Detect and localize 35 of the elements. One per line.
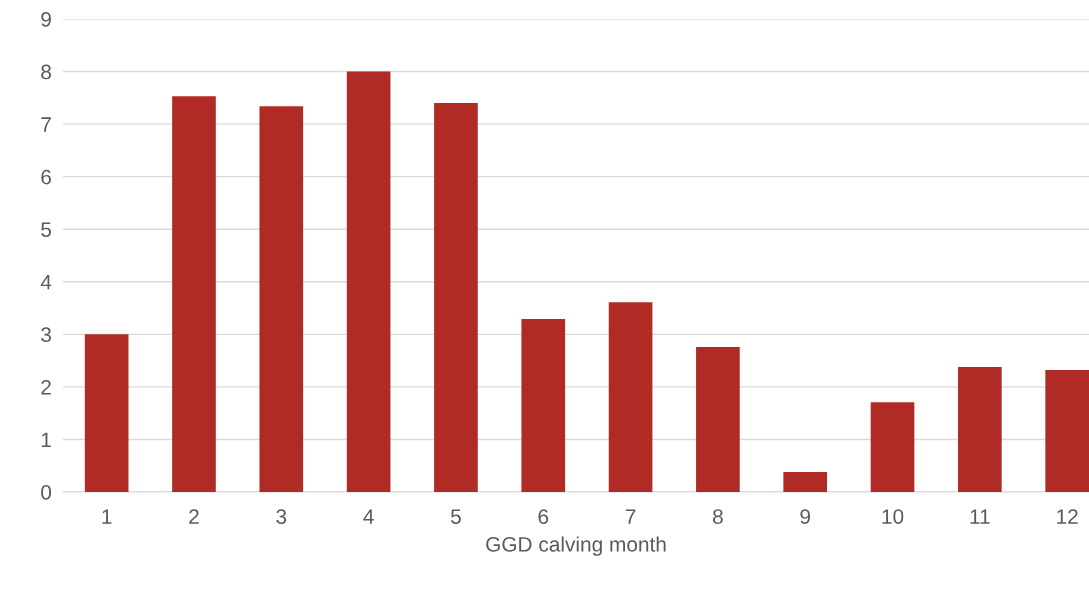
x-tick-label: 12	[1057, 509, 1078, 524]
y-tick-label: 5	[41, 222, 52, 237]
bar	[434, 103, 478, 492]
x-tick-label: 3	[276, 509, 287, 524]
bar	[521, 319, 566, 492]
bar	[84, 334, 129, 492]
bar	[172, 96, 216, 492]
bar	[608, 302, 653, 492]
y-tick-label: 3	[41, 327, 51, 343]
bar	[958, 366, 1002, 492]
y-tick-label: 4	[40, 274, 52, 290]
x-axis-title: GGD calving month	[486, 536, 666, 556]
bar	[870, 402, 915, 492]
x-tick-label: 10	[882, 509, 904, 524]
x-tick-label: 9	[800, 509, 811, 524]
x-tick-label: 6	[538, 509, 549, 524]
x-tick-label: 4	[363, 509, 374, 524]
y-tick-label: 1	[41, 432, 51, 447]
y-tick-label: 6	[41, 169, 51, 185]
bar	[696, 346, 740, 492]
x-tick-label: 11	[970, 509, 990, 524]
x-tick-label: 7	[625, 509, 636, 524]
y-tick-label: 9	[41, 12, 51, 27]
x-tick-label: 5	[450, 509, 461, 524]
y-tick-label: 2	[41, 379, 51, 395]
y-tick-label: 8	[41, 64, 51, 80]
bar	[259, 106, 304, 492]
x-tick-label: 1	[102, 509, 112, 524]
bar	[346, 71, 391, 492]
bar	[1045, 370, 1089, 492]
y-tick-label: 0	[41, 485, 52, 500]
bar	[783, 472, 828, 492]
y-tick-label: 7	[41, 117, 51, 132]
x-tick-label: 8	[713, 509, 723, 524]
x-tick-label: 2	[189, 509, 199, 524]
